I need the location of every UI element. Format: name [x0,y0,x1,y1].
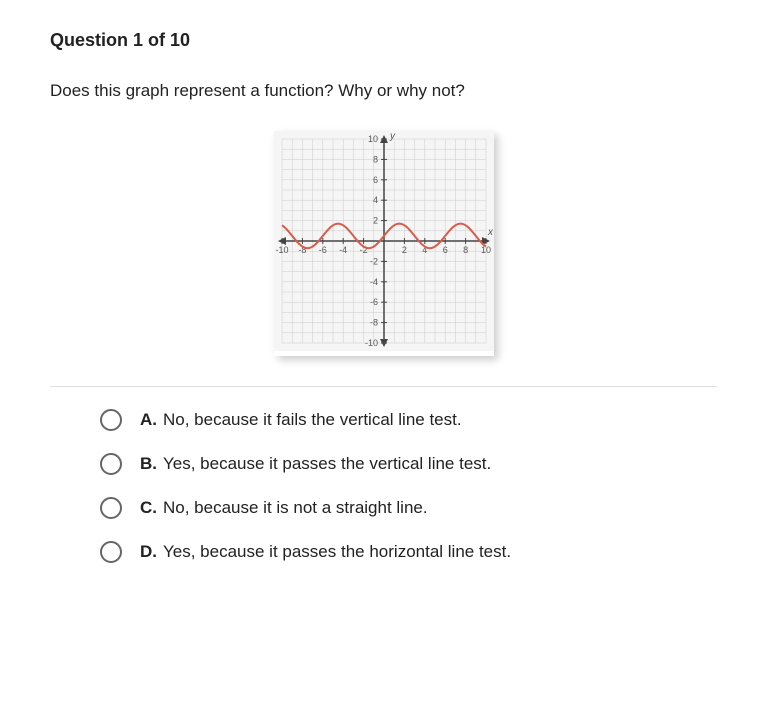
option-text: Yes, because it passes the vertical line… [163,454,491,474]
radio-icon[interactable] [100,497,122,519]
svg-text:4: 4 [372,195,377,205]
svg-text:6: 6 [442,245,447,255]
svg-text:2: 2 [372,216,377,226]
svg-text:6: 6 [372,175,377,185]
graph-svg: -10-8-6-4-2246810-10-8-6-4-2246810xy [274,131,494,351]
radio-icon[interactable] [100,409,122,431]
radio-icon[interactable] [100,541,122,563]
svg-text:-6: -6 [369,297,377,307]
svg-text:y: y [389,131,396,142]
option-a[interactable]: A. No, because it fails the vertical lin… [100,409,717,431]
option-b[interactable]: B. Yes, because it passes the vertical l… [100,453,717,475]
option-letter: D. [140,542,157,562]
svg-text:-4: -4 [369,277,377,287]
option-text: No, because it fails the vertical line t… [163,410,462,430]
question-prompt: Does this graph represent a function? Wh… [50,81,717,101]
svg-text:8: 8 [463,245,468,255]
chart-box: -10-8-6-4-2246810-10-8-6-4-2246810xy [274,131,494,356]
svg-text:-4: -4 [339,245,347,255]
option-letter: B. [140,454,157,474]
svg-text:10: 10 [367,134,377,144]
svg-text:2: 2 [401,245,406,255]
question-title: Question 1 of 10 [50,30,717,51]
svg-text:-10: -10 [275,245,288,255]
option-c[interactable]: C. No, because it is not a straight line… [100,497,717,519]
separator [50,386,717,387]
chart-container: -10-8-6-4-2246810-10-8-6-4-2246810xy [50,131,717,356]
svg-text:-6: -6 [318,245,326,255]
svg-text:-8: -8 [369,318,377,328]
svg-text:8: 8 [372,154,377,164]
option-letter: C. [140,498,157,518]
options-list: A. No, because it fails the vertical lin… [50,409,717,563]
svg-text:x: x [487,227,494,238]
option-letter: A. [140,410,157,430]
svg-text:-10: -10 [364,338,377,348]
option-text: Yes, because it passes the horizontal li… [163,542,511,562]
svg-text:-2: -2 [369,256,377,266]
option-d[interactable]: D. Yes, because it passes the horizontal… [100,541,717,563]
radio-icon[interactable] [100,453,122,475]
option-text: No, because it is not a straight line. [163,498,428,518]
question-page: Question 1 of 10 Does this graph represe… [0,0,767,615]
